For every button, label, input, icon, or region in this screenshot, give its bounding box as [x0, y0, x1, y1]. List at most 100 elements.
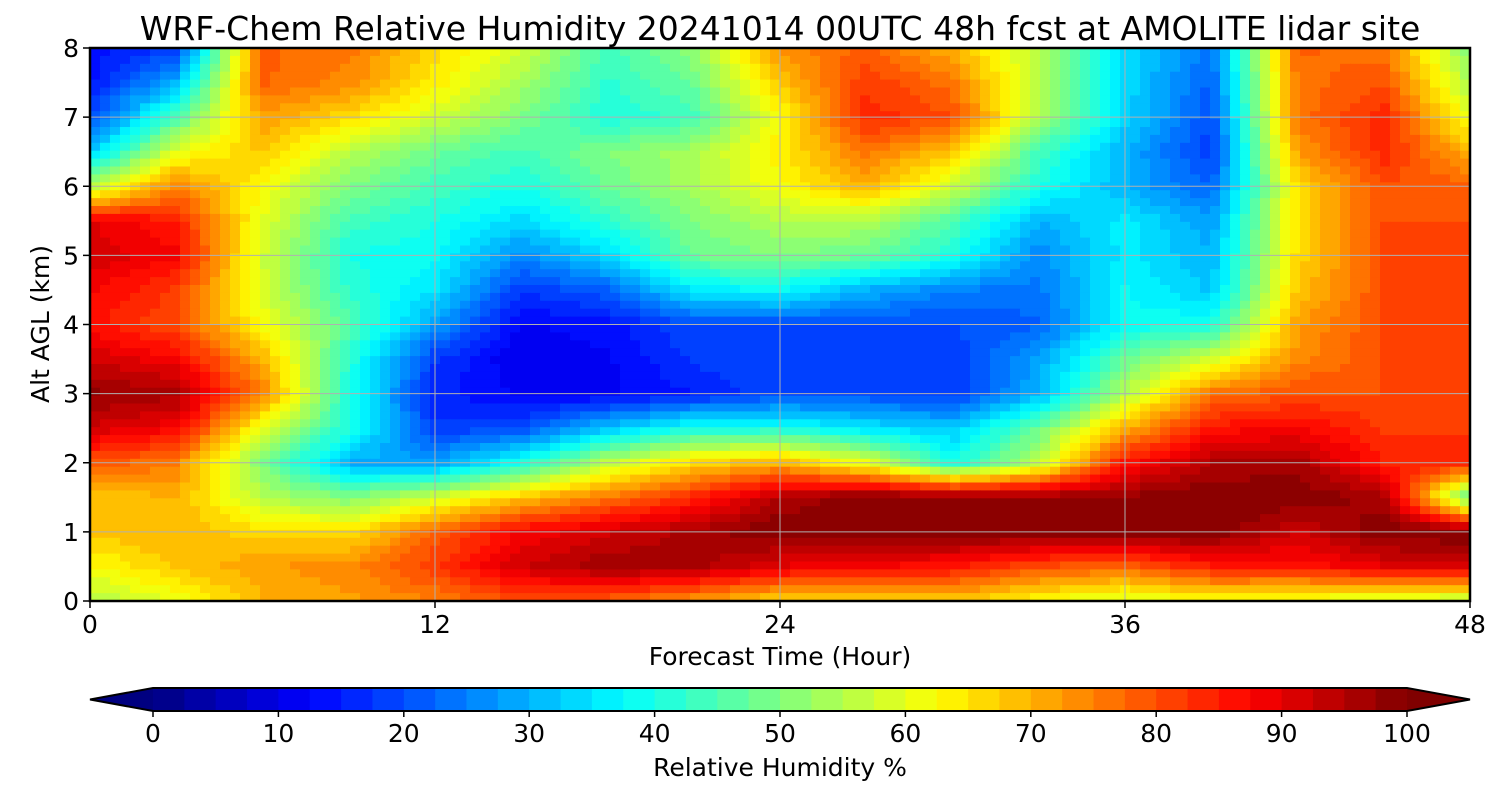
heatmap-cell: [900, 111, 911, 120]
heatmap-cell: [320, 308, 331, 318]
heatmap-cell: [1060, 285, 1071, 294]
heatmap-cell: [1220, 198, 1231, 207]
heatmap-cell: [680, 229, 691, 239]
heatmap-cell: [1040, 87, 1051, 96]
heatmap-cell: [1450, 158, 1461, 168]
heatmap-cell: [510, 127, 521, 136]
heatmap-cell: [1280, 166, 1291, 175]
heatmap-cell: [190, 103, 201, 112]
heatmap-cell: [100, 63, 111, 73]
heatmap-cell: [590, 245, 601, 254]
heatmap-cell: [1250, 87, 1261, 96]
heatmap-cell: [740, 174, 751, 183]
heatmap-cell: [940, 324, 951, 333]
heatmap-cell: [200, 166, 211, 175]
heatmap-cell: [1450, 190, 1461, 199]
heatmap-cell: [480, 127, 491, 136]
heatmap-cell: [660, 229, 671, 239]
heatmap-cell: [310, 221, 321, 231]
heatmap-cell: [170, 213, 181, 223]
heatmap-cell: [1190, 285, 1201, 294]
heatmap-cell: [1310, 158, 1321, 168]
heatmap-cell: [750, 221, 761, 231]
heatmap-cell: [760, 119, 771, 128]
heatmap-cell: [550, 79, 561, 89]
heatmap-cell: [1100, 206, 1111, 215]
heatmap-cell: [280, 127, 291, 136]
heatmap-cell: [1390, 292, 1401, 302]
heatmap-cell: [920, 190, 931, 199]
heatmap-cell: [370, 261, 381, 270]
heatmap-cell: [720, 190, 731, 199]
heatmap-cell: [1390, 166, 1401, 175]
heatmap-cell: [250, 134, 261, 144]
heatmap-cell: [820, 111, 831, 120]
heatmap-cell: [1370, 316, 1381, 326]
heatmap-cell: [460, 95, 471, 104]
heatmap-cell: [1410, 87, 1421, 96]
heatmap-cell: [920, 285, 931, 294]
heatmap-cell: [560, 308, 571, 318]
heatmap-cell: [1150, 111, 1161, 120]
heatmap-cell: [640, 87, 651, 96]
heatmap-cell: [1190, 221, 1201, 231]
heatmap-cell: [760, 269, 771, 278]
heatmap-cell: [140, 95, 151, 104]
heatmap-cell: [1300, 79, 1311, 89]
heatmap-cell: [730, 269, 741, 278]
heatmap-cell: [170, 316, 181, 326]
heatmap-cell: [1090, 103, 1101, 112]
heatmap-cell: [420, 174, 431, 183]
heatmap-cell: [1330, 174, 1341, 183]
heatmap-cell: [1360, 95, 1371, 104]
heatmap-cell: [790, 190, 801, 199]
heatmap-cell: [1250, 253, 1261, 262]
heatmap-cell: [1080, 316, 1091, 326]
heatmap-cell: [480, 213, 491, 223]
heatmap-cell: [460, 261, 471, 270]
heatmap-cell: [340, 237, 351, 247]
heatmap-cell: [480, 103, 491, 112]
heatmap-cell: [1050, 253, 1061, 262]
heatmap-cell: [420, 221, 431, 231]
heatmap-cell: [1340, 213, 1351, 223]
heatmap-cell: [970, 213, 981, 223]
heatmap-cell: [1330, 142, 1341, 152]
heatmap-cell: [170, 134, 181, 144]
heatmap-cell: [1440, 300, 1451, 310]
heatmap-cell: [800, 48, 811, 57]
heatmap-cell: [380, 63, 391, 73]
heatmap-cell: [440, 63, 451, 73]
heatmap-cell: [200, 316, 211, 326]
heatmap-cell: [280, 277, 291, 286]
heatmap-cell: [440, 79, 451, 89]
heatmap-cell: [860, 158, 871, 168]
heatmap-cell: [290, 55, 301, 65]
heatmap-cell: [1130, 71, 1141, 81]
heatmap-cell: [260, 285, 271, 294]
heatmap-cell: [470, 127, 481, 136]
heatmap-cell: [480, 174, 491, 183]
heatmap-cell: [330, 174, 341, 183]
heatmap-cell: [370, 95, 381, 104]
heatmap-cell: [1080, 63, 1091, 73]
heatmap-cell: [1460, 158, 1470, 168]
heatmap-cell: [1250, 103, 1261, 112]
heatmap-cell: [500, 142, 511, 152]
heatmap-cell: [520, 213, 531, 223]
heatmap-cell: [450, 229, 461, 239]
heatmap-cell: [390, 111, 401, 120]
heatmap-cell: [1450, 87, 1461, 96]
heatmap-cell: [740, 308, 751, 318]
heatmap-cell: [960, 142, 971, 152]
heatmap-cell: [360, 308, 371, 318]
heatmap-cell: [690, 127, 701, 136]
heatmap-cell: [380, 111, 391, 120]
heatmap-cell: [870, 174, 881, 183]
heatmap-cell: [920, 300, 931, 310]
heatmap-cell: [270, 261, 281, 270]
heatmap-cell: [1130, 206, 1141, 215]
heatmap-cell: [1130, 174, 1141, 183]
heatmap-cell: [590, 166, 601, 175]
heatmap-cell: [1450, 324, 1461, 333]
